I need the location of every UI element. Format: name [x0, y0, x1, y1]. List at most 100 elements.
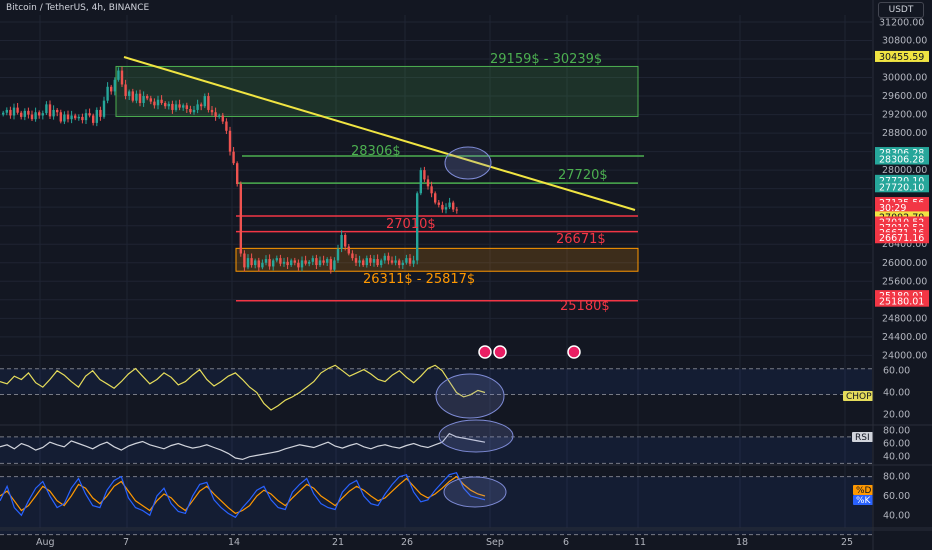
event-flag-0	[478, 345, 492, 359]
indicator-tag-2: %D	[856, 486, 872, 496]
candle-body-88	[318, 260, 322, 266]
price-tick-2: 24800.00	[882, 313, 927, 324]
candle-body-55	[200, 104, 203, 107]
pane-band-1	[0, 436, 872, 464]
indicator-tag-bg-3	[853, 495, 873, 505]
candle-body-84	[304, 260, 307, 264]
candle-body-34	[124, 84, 127, 97]
candle-body-7	[27, 110, 30, 115]
candle-body-3	[12, 107, 16, 116]
candle-body-123	[444, 207, 448, 210]
price-tag-bg-4	[875, 174, 929, 186]
price-tag-0: 31200.00	[879, 17, 924, 28]
candle-body-57	[207, 96, 210, 110]
candle-body-68	[246, 258, 250, 268]
candle-body-32	[117, 70, 120, 80]
candle-body-4	[16, 107, 19, 113]
candle-body-92	[333, 260, 336, 270]
candle-body-116	[419, 170, 422, 194]
candle-body-106	[383, 255, 386, 261]
price-tick-17: 30800.00	[882, 35, 927, 46]
candle-body-103	[372, 259, 376, 263]
indicator-tag-0: CHOP	[846, 392, 872, 402]
candle-body-54	[196, 104, 199, 110]
candle-body-108	[390, 260, 394, 263]
price-axis[interactable]: 24000.0024400.0024800.0025200.0025600.00…	[872, 0, 929, 550]
pane-tick-0-0: 20.00	[883, 409, 910, 420]
annotation-label-6: 25180$	[560, 299, 610, 314]
candle-body-5	[20, 112, 23, 117]
indicator-tag-3: %K	[856, 496, 872, 506]
candle-body-75	[272, 260, 275, 267]
candle-body-49	[178, 104, 181, 108]
highlight-ellipse	[444, 146, 492, 180]
candle-body-93	[336, 248, 340, 261]
candle-body-28	[102, 100, 106, 117]
candle-body-99	[358, 260, 361, 263]
candle-body-86	[311, 258, 314, 262]
candle-body-74	[268, 259, 271, 267]
time-tick-9: 25	[841, 537, 853, 548]
candle-body-22	[81, 116, 84, 121]
candle-body-122	[441, 204, 444, 210]
candle-body-9	[34, 112, 37, 120]
candle-body-41	[149, 98, 152, 102]
price-tag-1: 30455.59	[879, 52, 924, 63]
pane-band-2	[0, 476, 872, 535]
time-axis[interactable]: Aug 7 14 21 26 Sep 6 11 18 25	[0, 529, 932, 548]
chart-title: Bitcoin / TetherUS, 4h, BINANCE	[6, 3, 150, 13]
candle-body-82	[297, 262, 300, 268]
candle-body-43	[156, 99, 160, 106]
price-tag-bg-14	[875, 295, 929, 307]
candle-body-125	[452, 202, 455, 210]
price-tick-15: 30000.00	[882, 73, 927, 84]
candle-body-18	[66, 114, 70, 120]
candle-body-64	[232, 151, 235, 164]
candle-body-6	[23, 110, 26, 117]
candle-body-114	[412, 260, 415, 264]
candle-body-27	[99, 109, 102, 117]
price-tick-12: 28800.00	[882, 128, 927, 139]
price-tick-14: 29600.00	[882, 91, 927, 102]
zone-0	[115, 65, 639, 117]
candle-body-112	[405, 258, 408, 263]
price-tag-bg-13	[875, 290, 929, 302]
trendline-line	[123, 56, 636, 211]
price-tag-bg-12	[875, 232, 929, 244]
candle-body-31	[113, 79, 116, 92]
pane-highlight-1	[438, 419, 514, 453]
price-tag-7: 30:29	[879, 203, 906, 214]
candle-body-8	[30, 114, 34, 120]
candle-body-85	[308, 261, 311, 264]
candle-body-65	[236, 163, 239, 185]
candle-body-11	[41, 113, 44, 116]
pane-series-1-0	[0, 432, 486, 461]
candle-body-1	[5, 109, 8, 113]
candle-body-89	[322, 260, 325, 263]
candle-body-100	[362, 260, 365, 266]
time-tick-3: 21	[332, 537, 344, 548]
candle-body-47	[171, 103, 174, 110]
candle-body-67	[243, 253, 246, 268]
candle-body-20	[74, 115, 77, 119]
candle-body-2	[9, 109, 12, 116]
candle-body-26	[95, 109, 98, 123]
candle-body-30	[110, 86, 113, 92]
candle-body-115	[416, 193, 419, 261]
time-tick-2: 14	[228, 537, 240, 548]
candle-body-60	[218, 115, 221, 117]
candle-body-42	[153, 101, 156, 106]
price-tick-1: 24400.00	[882, 332, 927, 343]
candle-body-80	[290, 260, 293, 266]
candle-body-63	[228, 130, 232, 152]
trendline[interactable]	[123, 56, 636, 359]
event-flag-1	[493, 345, 507, 359]
candle-body-79	[286, 261, 289, 266]
time-tick-8: 18	[736, 537, 748, 548]
currency-selector[interactable]: USDT	[878, 2, 924, 18]
pane-tick-1-2: 80.00	[883, 425, 910, 436]
candle-body-66	[239, 184, 242, 254]
candle-body-62	[225, 121, 228, 131]
candle-body-69	[250, 258, 253, 266]
